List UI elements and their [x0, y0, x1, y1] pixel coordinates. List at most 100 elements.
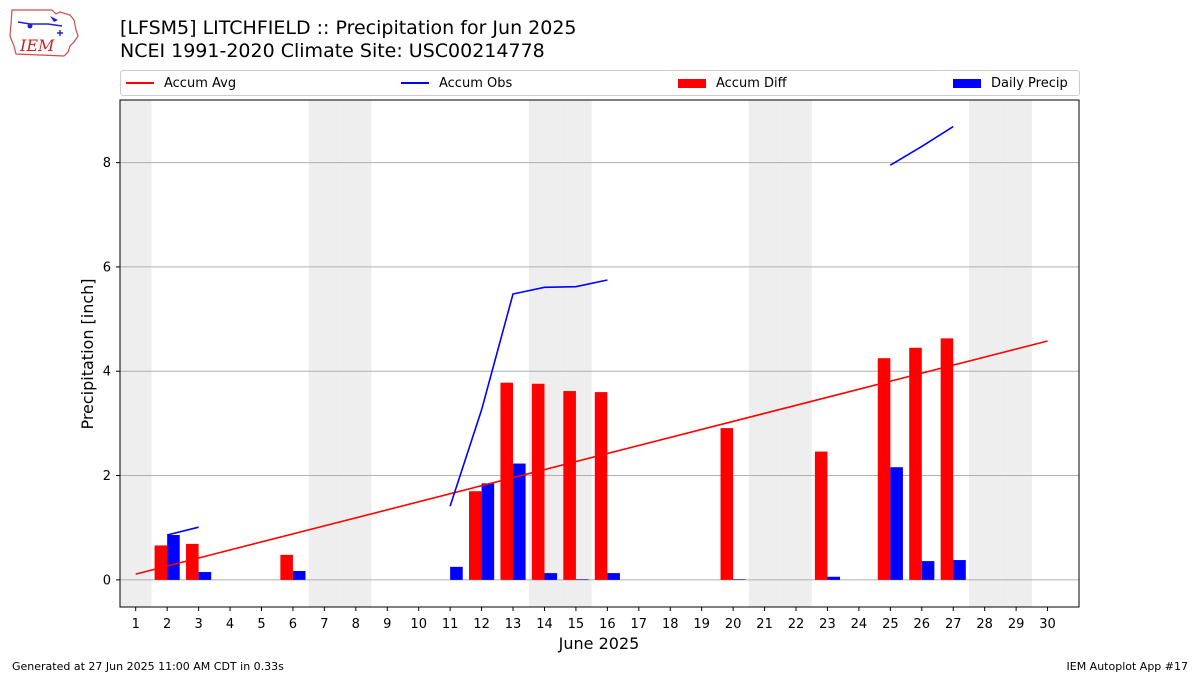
y-gridlines	[120, 162, 1079, 581]
y-tick-label: 2	[103, 469, 111, 484]
daily-precip-bar	[450, 566, 463, 580]
footer-generated-text: Generated at 27 Jun 2025 11:00 AM CDT in…	[12, 660, 284, 673]
accum-diff-bar	[594, 392, 608, 580]
legend-label-accum-avg: Accum Avg	[164, 75, 237, 91]
x-tick-label: 21	[756, 617, 773, 632]
legend: Accum Avg Accum Obs Accum Diff Daily Pre…	[120, 70, 1080, 96]
x-tick-label: 9	[383, 617, 391, 632]
accum-diff-bar	[563, 391, 576, 580]
weekend-band	[528, 100, 561, 607]
x-tick-label: 10	[410, 617, 427, 632]
legend-item-accum-avg: Accum Avg	[126, 71, 236, 95]
weekend-band	[120, 100, 152, 607]
accum-obs-line	[167, 526, 199, 536]
x-tick-label: 20	[725, 617, 742, 632]
chart-subtitle: NCEI 1991-2020 Climate Site: USC00214778	[120, 40, 545, 62]
x-tick-label: 22	[788, 617, 805, 632]
daily-precip-bar	[953, 560, 966, 580]
chart-title: [LFSM5] LITCHFIELD :: Precipitation for …	[120, 17, 577, 39]
x-tick-label: 7	[320, 617, 328, 632]
accum-diff-bar	[186, 543, 199, 580]
x-tick-label: 15	[568, 617, 585, 632]
accum-diff-bar	[720, 428, 734, 580]
x-axis-label: June 2025	[558, 634, 640, 653]
daily-precip-bar	[513, 463, 526, 580]
daily-precip-bar	[544, 573, 558, 580]
weekend-band	[1000, 100, 1032, 607]
x-tick-label: 14	[536, 617, 553, 632]
daily-precip-bar	[890, 467, 903, 580]
x-tick-label: 6	[289, 617, 297, 632]
accum-diff-bar	[500, 382, 514, 580]
accum-diff-bar	[154, 545, 168, 580]
accum-diff-bar	[280, 554, 293, 580]
legend-swatch-accum-obs	[401, 82, 429, 84]
weekend-band	[968, 100, 1001, 607]
daily-precip-bar	[292, 571, 306, 580]
weekend-band	[308, 100, 341, 607]
x-tick-label: 13	[505, 617, 522, 632]
accum-obs-line	[889, 125, 954, 166]
daily-precip-bar	[198, 572, 212, 580]
weekend-band	[748, 100, 781, 607]
x-tick-label: 5	[257, 617, 265, 632]
daily-precip-bar	[921, 561, 935, 580]
legend-item-accum-obs: Accum Obs	[401, 71, 512, 95]
y-tick-label: 0	[103, 573, 111, 588]
legend-label-accum-diff: Accum Diff	[716, 75, 787, 91]
x-tick-label: 12	[473, 617, 490, 632]
plot-frame	[119, 99, 1080, 608]
x-tick-label: 2	[163, 617, 171, 632]
weekend-band	[560, 100, 592, 607]
legend-item-daily-precip: Daily Precip	[953, 71, 1068, 95]
daily-precip-bar	[607, 573, 620, 580]
daily-precip-bar	[733, 579, 746, 580]
x-tick-label: 8	[352, 617, 360, 632]
x-tick-label: 30	[1039, 617, 1056, 632]
y-axis-label: Precipitation [inch]	[78, 278, 97, 429]
accum-diff-bar	[909, 347, 922, 580]
y-tick-label: 8	[103, 156, 111, 171]
x-tick-label: 11	[442, 617, 459, 632]
x-tick-label: 3	[194, 617, 202, 632]
accum-diff-bar	[469, 491, 482, 580]
weekend-shading	[120, 100, 1032, 607]
legend-swatch-accum-diff	[678, 78, 706, 88]
legend-swatch-accum-avg	[126, 82, 154, 84]
accum-diff-bar	[814, 451, 828, 580]
footer-app-text: IEM Autoplot App #17	[1066, 660, 1189, 673]
bar-marks	[154, 338, 966, 580]
accum-diff-bar	[531, 383, 545, 580]
x-tick-label: 24	[851, 617, 868, 632]
x-tick-label: 16	[599, 617, 616, 632]
daily-precip-bar	[575, 579, 589, 580]
accum-diff-bar	[877, 358, 891, 580]
line-marks	[135, 125, 1048, 575]
x-tick-label: 26	[914, 617, 931, 632]
x-tick-label: 18	[662, 617, 679, 632]
x-tick-label: 27	[945, 617, 962, 632]
accum-obs-line	[449, 279, 608, 507]
legend-item-accum-diff: Accum Diff	[678, 71, 787, 95]
x-tick-label: 25	[882, 617, 899, 632]
x-tick-label: 19	[693, 617, 710, 632]
x-tick-label: 29	[1008, 617, 1025, 632]
x-tick-label: 1	[132, 617, 140, 632]
x-tick-label: 28	[976, 617, 993, 632]
iem-logo: IEM	[9, 9, 79, 57]
daily-precip-bar	[167, 535, 180, 580]
daily-precip-bar	[481, 483, 495, 580]
y-tick-label: 4	[103, 365, 111, 380]
legend-swatch-daily-precip	[953, 78, 981, 88]
logo-text: IEM	[19, 36, 55, 55]
legend-label-daily-precip: Daily Precip	[991, 75, 1068, 91]
accum-diff-bar	[940, 338, 954, 580]
accum-avg-line	[135, 340, 1048, 575]
weekend-band	[340, 100, 372, 607]
legend-label-accum-obs: Accum Obs	[439, 75, 513, 91]
daily-precip-bar	[827, 576, 841, 580]
x-tick-label: 23	[819, 617, 836, 632]
x-tick-label: 17	[631, 617, 648, 632]
